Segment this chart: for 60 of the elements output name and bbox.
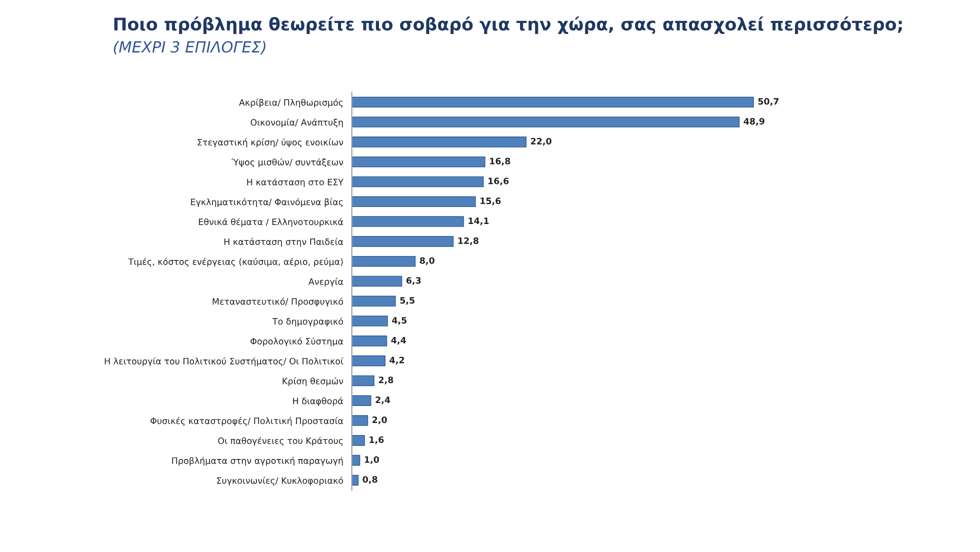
data-label: 4,5 [392,317,407,325]
y-tick-label: Προβλήματα στην αγροτική παραγωγή [172,456,343,466]
y-tick-label: Η κατάσταση στο ΕΣΥ [247,178,344,188]
y-tick-label: Φορολογικό Σύστημα [250,337,344,346]
data-label: 4,4 [391,336,406,345]
data-label: 15,6 [480,198,501,206]
data-label: 50,7 [758,98,779,106]
data-label: 22,0 [530,138,552,146]
y-tick-label: Εγκληματικότητα/ Φαινόμενα βίας [191,198,343,207]
y-tick-label: Τιμές, κόστος ενέργειας (καύσιμα, αέριο, ρεύμα) [128,258,343,267]
data-label: 0,8 [362,476,378,484]
bar [352,375,374,386]
text: (ΜΕΧΡΙ 3 ΕΠΙΛΟΓΕΣ) [114,40,266,54]
y-tick-label: Μεταναστευτικό/ Προσφυγικό [212,298,344,306]
y-tick-label: Η κατάσταση στην Παιδεία [224,238,344,247]
y-tick-label: Οικονομία/ Ανάπτυξη [250,118,343,128]
data-label: 1,6 [370,436,384,444]
y-tick-label: Το δημογραφικό [272,318,344,326]
bar [352,156,486,168]
data-label: 2,0 [372,416,387,424]
bar [352,336,388,346]
data-label: 4,2 [390,356,404,364]
bar [352,276,402,287]
bar [352,415,368,426]
y-tick-label: Ανεργία [308,278,344,287]
bar [352,96,754,108]
data-label: 16,6 [488,178,509,186]
y-tick-label: Στεγαστική κρίση/ ύψος ενοικίων [198,138,344,148]
y-tick-label: Η λειτουργία του Πολιτικού Συστήματος/ Οι Πολιτικοί [104,357,344,366]
y-tick-label: Εθνικά θέματα / Ελληνοτουρκικά [198,218,344,227]
data-label: 1,0 [364,456,379,464]
bar [352,435,365,446]
bar [352,216,464,227]
bar [352,296,396,307]
bar [352,256,416,267]
y-tick-label: Η διαφθορά [293,397,344,406]
data-label: 2,4 [376,396,390,404]
bar [352,355,386,366]
bar [352,395,372,406]
data-label: 6,3 [406,277,421,285]
data-label: 16,8 [490,158,510,166]
bar [352,116,740,128]
y-tick-label: Οι παθογένειες του Κράτους [218,436,343,446]
y-tick-label: Ύψος μισθών/ συντάξεων [231,158,344,168]
data-label: 12,8 [458,237,478,246]
chart-title: Ποιο πρόβλημα θεωρείτε πιο σοβαρό για την χώρα, σας απασχολεί περισσότερο; [114,16,902,34]
data-label: 14,1 [468,218,489,226]
bar [352,136,527,148]
bar [352,316,388,326]
y-tick-label: Συγκοινωνίες/ Κυκλοφοριακό [217,476,344,486]
y-tick-label: Φυσικές καταστροφές/ Πολιτική Προστασία [150,417,344,426]
data-label: 2,8 [378,376,394,384]
data-label: 8,0 [420,257,434,265]
data-label: 5,5 [400,297,414,305]
bar [352,176,484,188]
y-tick-label: Ακρίβεια/ Πληθωρισμός [239,98,343,108]
data-label: 48,9 [744,118,764,126]
bar [352,196,476,208]
bar [352,236,454,247]
y-tick-label: Κρίση θεσμών [282,377,344,386]
